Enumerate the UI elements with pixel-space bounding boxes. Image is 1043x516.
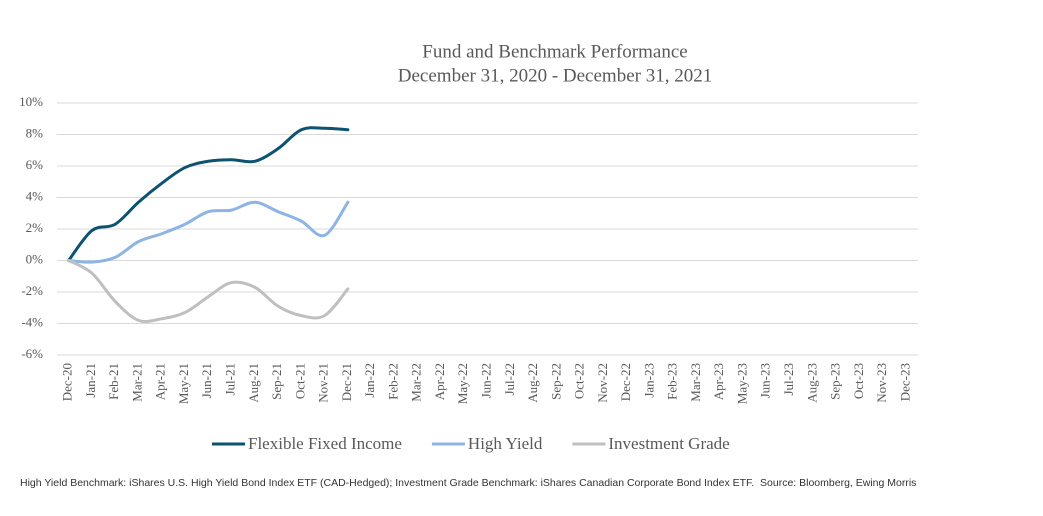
y-tick-label: -6%	[21, 346, 43, 361]
x-tick-label: Dec-21	[339, 363, 354, 401]
x-tick-label: Aug-21	[246, 363, 261, 403]
y-tick-label: 6%	[26, 157, 44, 172]
x-tick-label: Mar-21	[129, 363, 144, 402]
y-tick-label: 2%	[26, 220, 44, 235]
chart-title: Fund and Benchmark Performance	[422, 41, 687, 62]
x-tick-label: Apr-23	[711, 363, 726, 400]
x-tick-label: Oct-22	[572, 363, 587, 399]
x-tick-label: Jul-22	[502, 363, 517, 396]
y-tick-label: -4%	[21, 314, 43, 329]
x-tick-label: Jun-23	[758, 363, 773, 398]
x-tick-label: Mar-22	[409, 363, 424, 402]
footnote: High Yield Benchmark: iShares U.S. High …	[20, 477, 916, 489]
x-tick-label: Feb-23	[665, 363, 680, 400]
x-tick-label: Jan-22	[362, 363, 377, 398]
x-tick-label: Feb-22	[385, 363, 400, 400]
x-tick-label: Jul-21	[223, 363, 238, 396]
x-tick-label: Mar-23	[688, 363, 703, 402]
series-line	[67, 200, 350, 264]
y-tick-label: 8%	[26, 125, 44, 140]
y-tick-label: 4%	[26, 188, 44, 203]
x-tick-label: Jul-23	[781, 363, 796, 396]
y-tick-label: 0%	[26, 251, 44, 266]
legend-label: Flexible Fixed Income	[248, 434, 402, 453]
series-line	[67, 259, 350, 324]
x-tick-label: Aug-23	[804, 363, 819, 403]
x-tick-label: Nov-23	[874, 363, 889, 403]
x-tick-label: Dec-23	[897, 363, 912, 401]
x-tick-label: Sep-21	[269, 363, 284, 400]
x-tick-label: May-21	[176, 363, 191, 404]
series-line	[67, 126, 350, 262]
x-tick-label: Jun-21	[199, 363, 214, 398]
x-tick-label: Dec-20	[60, 363, 75, 401]
x-tick-label: Aug-22	[525, 363, 540, 403]
x-tick-label: Jan-21	[83, 363, 98, 398]
x-tick-label: Apr-22	[432, 363, 447, 400]
x-tick-label: Sep-23	[828, 363, 843, 400]
x-tick-label: Dec-22	[618, 363, 633, 401]
y-tick-label: -2%	[21, 283, 43, 298]
x-tick-label: Oct-23	[851, 363, 866, 399]
legend-label: Investment Grade	[608, 434, 729, 453]
chart-subtitle: December 31, 2020 - December 31, 2021	[398, 65, 712, 86]
x-tick-label: Jun-22	[478, 363, 493, 398]
x-tick-label: Nov-22	[595, 363, 610, 403]
x-tick-label: May-23	[734, 363, 749, 404]
x-tick-label: Jan-23	[641, 363, 656, 398]
x-tick-label: Feb-21	[106, 363, 121, 400]
x-tick-label: Apr-21	[153, 363, 168, 400]
legend-label: High Yield	[468, 434, 543, 453]
x-tick-label: Oct-21	[292, 363, 307, 399]
x-tick-label: Nov-21	[316, 363, 331, 403]
y-tick-label: 10%	[19, 94, 43, 109]
x-tick-label: Sep-22	[548, 363, 563, 400]
x-tick-label: May-22	[455, 363, 470, 404]
